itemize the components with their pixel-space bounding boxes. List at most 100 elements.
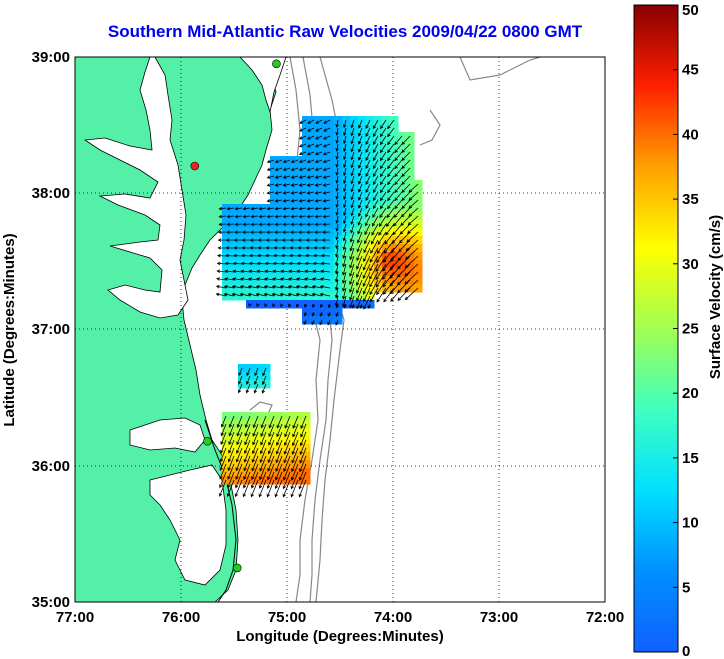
velocity-arrow [247,292,259,297]
velocity-cell [270,156,279,165]
velocity-cell [270,172,279,181]
velocity-arrow [350,127,355,137]
velocity-cell [230,276,239,285]
velocity-cell [278,268,287,277]
velocity-arrow [284,423,291,438]
velocity-arrow [243,463,251,480]
velocity-arrow [408,191,419,201]
velocity-arrow [365,183,371,193]
velocity-cell [326,172,335,181]
velocity-cell [414,276,423,285]
velocity-arrow [266,471,275,490]
velocity-arrow [290,471,299,490]
velocity-arrow [357,207,363,217]
velocity-arrow [376,247,387,264]
velocity-arrow [335,247,339,258]
velocity-arrow [319,303,324,309]
velocity-arrow [320,277,331,281]
x-tick-label: 73:00 [480,609,518,626]
velocity-arrow [298,143,307,148]
velocity-arrow [228,423,235,437]
velocity-arrow [312,269,323,274]
velocity-arrow [291,455,299,473]
velocity-arrow [282,230,291,234]
velocity-arrow [311,292,323,297]
velocity-arrow [408,183,419,193]
velocity-arrow [322,167,331,172]
velocity-arrow [369,247,379,263]
velocity-arrow [295,292,307,297]
velocity-arrow [369,287,379,303]
velocity-vectors [215,119,419,498]
velocity-arrow [380,119,387,130]
velocity-arrow [306,230,315,234]
velocity-cell [414,196,423,205]
velocity-arrow [299,127,307,132]
colorbar-ticks: 0 5 10 15 20 25 30 35 40 45 50 [673,2,699,659]
velocity-arrow [342,191,347,201]
velocity-cell [310,196,319,205]
velocity-arrow [358,175,363,185]
velocity-cell [270,212,279,221]
velocity-arrow [255,292,267,297]
velocity-cell [326,124,335,133]
velocity-arrow [327,319,331,326]
velocity-cell [230,260,239,269]
velocity-cell [262,276,271,285]
x-tick-label: 75:00 [268,609,306,626]
velocity-arrow [375,263,387,281]
velocity-arrow [258,206,267,211]
velocity-cell [230,220,239,229]
velocity-arrow [372,127,379,138]
velocity-cell [278,172,287,181]
velocity-arrow [246,375,251,385]
velocity-arrow [362,255,371,271]
velocity-arrow [327,311,331,317]
velocity-arrow [282,463,291,481]
velocity-arrow [283,455,291,472]
y-tick-label: 36:00 [32,458,70,475]
velocity-arrow [314,167,323,172]
velocity-arrow [264,303,268,308]
velocity-arrow [350,199,355,209]
velocity-arrow [342,231,347,242]
velocity-cell [414,228,423,237]
velocity-arrow [303,319,307,326]
velocity-cell [310,188,319,197]
velocity-arrow [393,207,403,218]
velocity-arrow [265,238,275,242]
velocity-arrow [241,246,251,250]
colorbar: 0 5 10 15 20 25 30 35 40 45 50 Surface Velocity (c… [633,2,724,659]
velocity-arrow [357,223,363,235]
velocity-arrow [369,255,379,272]
velocity-arrow [358,199,363,209]
velocity-arrow [248,261,259,266]
velocity-arrow [334,255,339,267]
velocity-cell [222,220,231,229]
velocity-arrow [284,415,291,429]
velocity-arrow [372,135,379,146]
velocity-arrow [296,303,300,308]
velocity-cell [318,132,327,141]
velocity-arrow [239,284,251,289]
velocity-cell [246,220,255,229]
velocity-arrow [367,303,371,309]
velocity-cell [302,124,311,133]
velocity-cell [270,180,279,189]
velocity-arrow [349,287,355,301]
velocity-arrow [335,119,339,128]
velocity-arrow [365,143,371,153]
velocity-arrow [350,143,355,153]
velocity-arrow [372,159,379,170]
velocity-arrow [350,183,355,193]
velocity-arrow [378,215,387,227]
velocity-arrow [256,277,267,281]
velocity-arrow [335,319,339,326]
velocity-arrow [282,191,291,195]
velocity-arrow [242,230,251,234]
velocity-arrow [262,367,267,377]
velocity-cell [310,172,319,181]
velocity-cell [302,268,311,277]
velocity-arrow [356,255,363,270]
velocity-arrow [260,423,267,437]
